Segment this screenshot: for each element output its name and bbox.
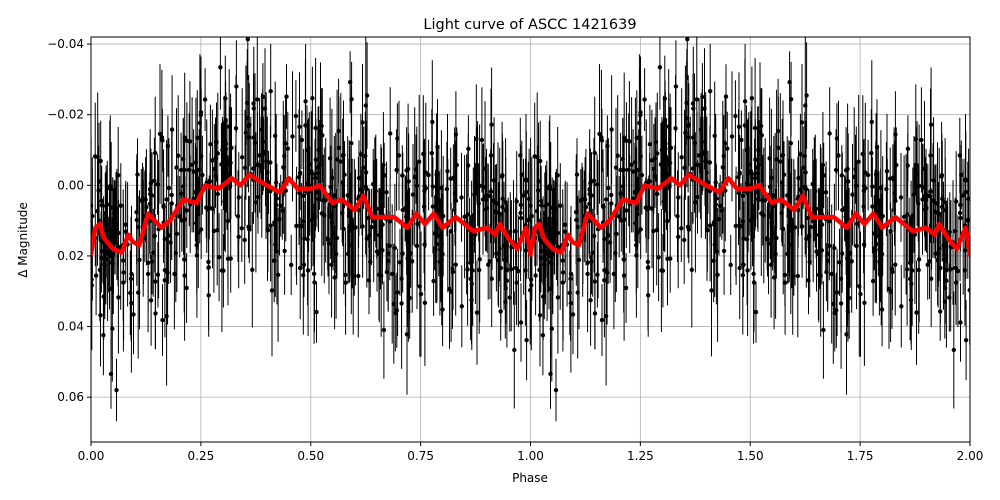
x-tick-label: 1.00 — [517, 449, 544, 463]
y-tick-label: 0.00 — [57, 178, 84, 192]
y-tick-label: 0.02 — [57, 249, 84, 263]
data-markers — [91, 37, 970, 393]
y-axis-label: Δ Magnitude — [16, 202, 30, 278]
y-tick-label: 0.06 — [57, 390, 84, 404]
x-axis-label: Phase — [512, 471, 548, 485]
x-tick-label: 1.75 — [847, 449, 874, 463]
x-tick-label: 0.75 — [407, 449, 434, 463]
x-axis-ticks: 0.00 0.25 0.50 0.75 1.00 1.25 1.50 1.75 2.00 — [78, 442, 984, 463]
x-tick-label: 1.50 — [737, 449, 764, 463]
x-tick-label: 2.00 — [957, 449, 984, 463]
y-tick-label: −0.02 — [47, 108, 84, 122]
observation-points — [91, 37, 970, 422]
y-tick-label: −0.04 — [47, 37, 84, 51]
x-tick-label: 0.00 — [78, 449, 105, 463]
y-axis-ticks: −0.04 −0.02 0.00 0.02 0.04 0.06 — [47, 37, 91, 404]
binned-curve-line — [91, 172, 970, 257]
chart-title: Light curve of ASCC 1421639 — [423, 17, 636, 33]
x-tick-label: 0.50 — [297, 449, 324, 463]
y-tick-label: 0.04 — [57, 320, 84, 334]
x-tick-label: 1.25 — [627, 449, 654, 463]
plot-area — [90, 36, 971, 443]
x-tick-label: 0.25 — [188, 449, 215, 463]
